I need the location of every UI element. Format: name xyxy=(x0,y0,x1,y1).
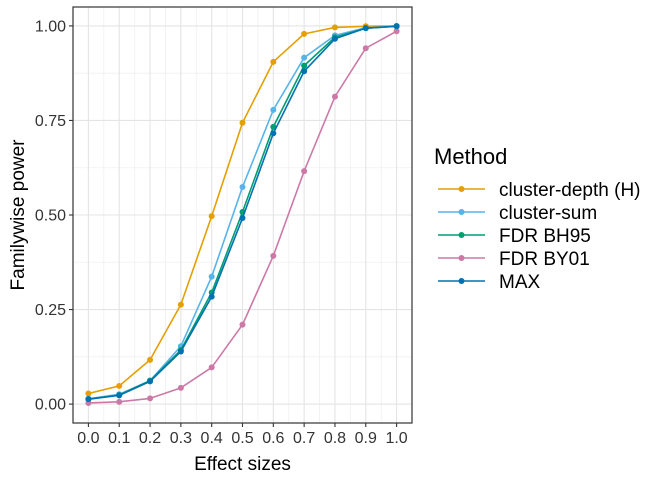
data-point-max xyxy=(270,130,277,137)
legend-key-point xyxy=(458,232,465,238)
legend-item-cluster-sum: cluster-sum xyxy=(438,203,597,224)
legend-label: MAX xyxy=(499,272,541,293)
data-point-fdr-by01 xyxy=(362,45,369,52)
x-tick-label: 0.3 xyxy=(170,430,192,447)
data-point-max xyxy=(393,23,400,30)
data-point-fdr-by01 xyxy=(208,364,215,371)
legend-item-fdr-bh95: FDR BH95 xyxy=(438,226,591,247)
data-point-max xyxy=(239,215,246,222)
legend-item-fdr-by01: FDR BY01 xyxy=(438,249,590,270)
data-point-cluster-sum xyxy=(208,273,215,280)
data-point-cluster-depth-h xyxy=(331,24,338,31)
axis-ticks xyxy=(69,25,398,427)
legend-key-point xyxy=(458,186,465,192)
x-tick-label: 0.5 xyxy=(231,430,253,447)
x-tick-label: 0.8 xyxy=(324,430,346,447)
data-point-max xyxy=(208,293,215,300)
data-point-fdr-by01 xyxy=(331,93,338,100)
legend-key-point xyxy=(458,278,465,284)
legend-item-cluster-depth-h: cluster-depth (H) xyxy=(438,180,641,201)
x-tick-label: 0.9 xyxy=(355,430,377,447)
data-point-cluster-depth-h xyxy=(85,390,92,397)
x-axis-tick-labels: 0.0 0.1 0.2 0.3 0.4 0.5 0.6 0.7 0.8 0.9 1.0 xyxy=(77,430,408,447)
data-point-max xyxy=(177,348,184,355)
data-point-fdr-by01 xyxy=(393,28,400,35)
x-tick-label: 0.6 xyxy=(262,430,284,447)
legend-key-point xyxy=(458,209,465,215)
series-fdr-by01 xyxy=(85,28,400,406)
data-point-fdr-by01 xyxy=(270,252,277,259)
data-point-max xyxy=(331,35,338,42)
data-point-cluster-depth-h xyxy=(239,119,246,126)
y-axis-title: Familywise power xyxy=(8,139,29,291)
data-point-cluster-sum xyxy=(301,54,308,61)
data-point-fdr-by01 xyxy=(116,398,123,405)
legend-label: cluster-sum xyxy=(499,203,597,224)
legend-label: FDR BH95 xyxy=(499,226,591,247)
y-tick-label: 0.75 xyxy=(35,113,66,130)
x-axis-title: Effect sizes xyxy=(194,454,291,475)
data-point-fdr-bh95 xyxy=(270,123,277,130)
legend-key-point xyxy=(458,255,465,261)
y-axis-tick-labels: 0.00 0.25 0.50 0.75 1.00 xyxy=(35,18,66,413)
data-point-cluster-depth-h xyxy=(270,58,277,65)
legend-item-max: MAX xyxy=(438,272,541,293)
data-point-cluster-depth-h xyxy=(208,213,215,220)
legend-label: cluster-depth (H) xyxy=(499,180,641,201)
x-tick-label: 0.2 xyxy=(139,430,161,447)
major-gridlines xyxy=(73,7,412,423)
y-tick-label: 0.00 xyxy=(35,397,66,414)
data-point-cluster-depth-h xyxy=(301,30,308,37)
data-point-fdr-by01 xyxy=(177,384,184,391)
legend-title: Method xyxy=(434,144,507,169)
x-tick-label: 1.0 xyxy=(385,430,407,447)
series-layer xyxy=(85,22,400,406)
x-tick-label: 0.0 xyxy=(77,430,99,447)
legend-label: FDR BY01 xyxy=(499,249,590,270)
data-point-cluster-depth-h xyxy=(147,356,154,363)
data-point-fdr-by01 xyxy=(301,168,308,175)
data-point-max xyxy=(85,396,92,403)
y-tick-label: 1.00 xyxy=(35,18,66,35)
data-point-fdr-bh95 xyxy=(301,62,308,69)
series-max xyxy=(85,23,400,403)
x-tick-label: 0.1 xyxy=(108,430,130,447)
data-point-fdr-by01 xyxy=(147,395,154,402)
data-point-max xyxy=(362,25,369,32)
data-point-cluster-depth-h xyxy=(116,382,123,389)
data-point-max xyxy=(301,68,308,75)
x-tick-label: 0.4 xyxy=(201,430,223,447)
data-point-max xyxy=(116,392,123,399)
x-tick-label: 0.7 xyxy=(293,430,315,447)
y-tick-label: 0.25 xyxy=(35,302,66,319)
data-point-fdr-by01 xyxy=(239,321,246,328)
data-point-cluster-depth-h xyxy=(177,301,184,308)
data-point-cluster-sum xyxy=(270,106,277,113)
y-tick-label: 0.50 xyxy=(35,208,66,225)
data-point-max xyxy=(147,378,154,385)
data-point-cluster-sum xyxy=(239,184,246,191)
